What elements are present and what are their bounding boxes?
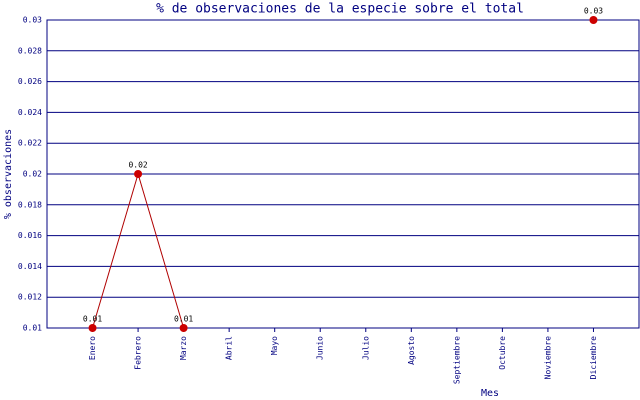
x-tick-label: Junio [316,336,325,360]
y-tick-label: 0.022 [18,139,42,148]
x-tick-label: Diciembre [589,336,598,380]
y-tick-label: 0.024 [18,108,42,117]
data-label: 0.03 [584,7,603,16]
x-tick-label: Mayo [270,336,279,355]
x-tick-label: Febrero [134,336,143,370]
y-tick-label: 0.014 [18,262,42,271]
x-tick-label: Enero [88,336,97,360]
marker [88,324,97,332]
y-tick-label: 0.02 [23,170,42,179]
chart-title: % de observaciones de la especie sobre e… [156,2,524,17]
y-tick-label: 0.028 [18,46,42,55]
x-tick-label: Octubre [498,336,507,370]
x-tick-label: Julio [361,336,370,360]
data-label: 0.01 [174,315,193,324]
y-axis-label: % observaciones [3,129,14,219]
x-tick-label: Abril [225,336,234,360]
marker [589,16,598,24]
marker [134,170,143,178]
x-tick-label: Noviembre [543,336,552,380]
x-tick-label: Agosto [407,336,416,365]
y-tick-label: 0.01 [23,324,42,333]
y-tick-label: 0.026 [18,77,42,86]
data-label: 0.01 [83,315,102,324]
marker [179,324,188,332]
y-tick-label: 0.03 [23,16,42,25]
y-tick-label: 0.016 [18,231,42,240]
x-tick-label: Marzo [179,336,188,360]
x-axis-label: Mes [481,388,499,399]
y-tick-label: 0.012 [18,293,42,302]
x-tick-label: Septiembre [452,336,461,384]
y-tick-label: 0.018 [18,200,42,209]
data-label: 0.02 [128,161,147,170]
